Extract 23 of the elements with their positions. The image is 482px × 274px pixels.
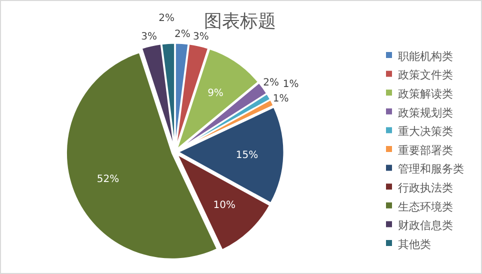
data-label: 2%	[174, 29, 190, 40]
data-label: 10%	[213, 200, 236, 212]
data-label: 2%	[158, 13, 174, 24]
legend-label: 政策文件类	[398, 68, 453, 82]
data-label: 2%	[263, 78, 279, 89]
legend-label: 财政信息类	[398, 219, 453, 232]
legend-label: 生态环境类	[398, 200, 453, 214]
chart-title: 图表标题	[204, 11, 276, 32]
legend-label: 重大决策类	[398, 125, 453, 138]
legend-label: 政策规划类	[398, 106, 453, 120]
data-label: 1%	[282, 78, 299, 90]
data-label: 3%	[192, 32, 209, 43]
legend-label: 行政执法类	[398, 181, 453, 194]
data-label: 3%	[141, 32, 158, 43]
data-label: 1%	[272, 94, 289, 105]
legend-label: 管理和服务类	[398, 162, 464, 176]
data-label: 15%	[236, 150, 258, 161]
data-label: 9%	[208, 88, 224, 99]
data-label: 52%	[96, 174, 120, 186]
legend-label: 其他类	[398, 238, 431, 251]
legend-label: 重要部署类	[398, 144, 453, 157]
legend-label: 职能机构类	[398, 50, 453, 63]
legend-label: 政策解读类	[398, 87, 453, 100]
